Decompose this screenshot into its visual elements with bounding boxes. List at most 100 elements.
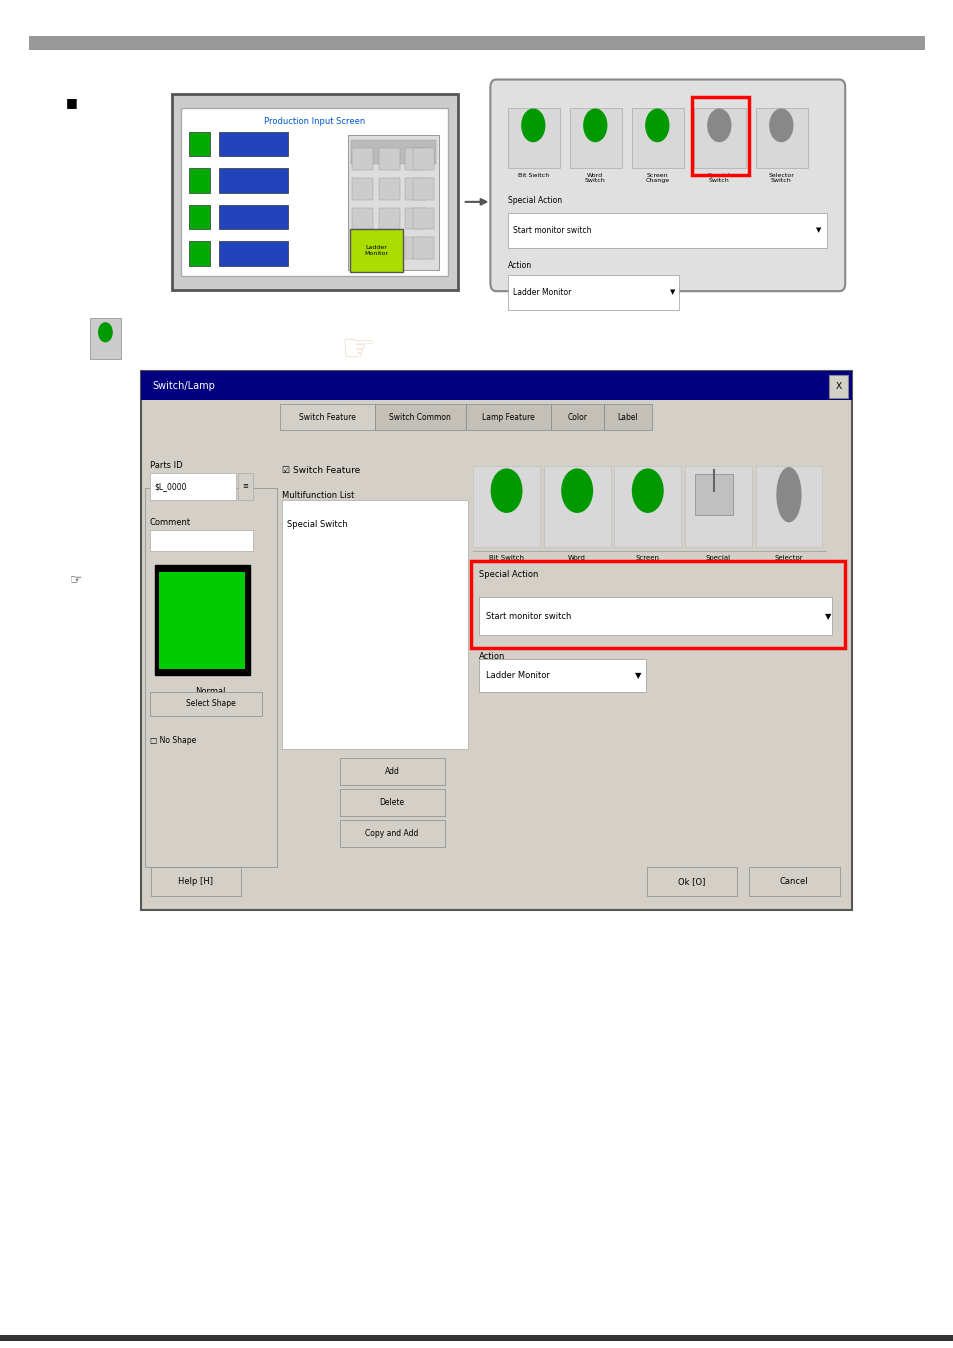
Bar <box>352 178 373 200</box>
Bar <box>507 108 559 168</box>
Circle shape <box>769 109 792 142</box>
Bar <box>181 108 448 276</box>
Text: Switch/Lamp: Switch/Lamp <box>152 380 215 391</box>
Bar <box>339 789 444 816</box>
Circle shape <box>645 109 668 142</box>
Bar <box>543 466 610 547</box>
Bar <box>219 241 288 266</box>
Text: Action: Action <box>507 260 531 270</box>
Bar <box>507 275 679 310</box>
Bar <box>141 371 851 910</box>
Bar <box>145 488 276 867</box>
Text: Cancel: Cancel <box>779 878 807 886</box>
Bar <box>339 820 444 847</box>
Text: Screen
Change: Screen Change <box>644 173 669 182</box>
Bar <box>219 205 288 229</box>
Text: ▼: ▼ <box>635 671 640 679</box>
Bar <box>150 692 262 716</box>
Circle shape <box>491 469 521 512</box>
Text: Color: Color <box>567 412 587 422</box>
Bar <box>569 108 621 168</box>
Bar <box>159 572 245 669</box>
Bar <box>141 371 851 400</box>
Bar <box>378 178 399 200</box>
Bar <box>0 1335 953 1341</box>
Circle shape <box>521 109 544 142</box>
Text: Ladder
Monitor: Ladder Monitor <box>363 245 388 256</box>
Bar <box>172 94 457 290</box>
Bar <box>279 404 375 430</box>
Bar <box>219 168 288 193</box>
Text: Add: Add <box>384 767 399 775</box>
Bar <box>351 140 436 164</box>
Text: Special
Switch: Special Switch <box>705 555 730 568</box>
Bar <box>150 530 253 551</box>
Bar <box>478 659 645 692</box>
Bar <box>413 237 434 259</box>
Bar <box>755 466 821 547</box>
Bar <box>375 404 465 430</box>
Text: Ladder Monitor: Ladder Monitor <box>485 671 549 679</box>
Text: ▼: ▼ <box>669 290 675 295</box>
Bar <box>405 178 426 200</box>
Bar <box>219 132 288 156</box>
Text: ▼: ▼ <box>824 612 830 620</box>
Text: □ No Shape: □ No Shape <box>150 736 195 744</box>
Bar <box>413 208 434 229</box>
FancyBboxPatch shape <box>490 80 844 291</box>
Bar <box>551 404 603 430</box>
Text: Production Input Screen: Production Input Screen <box>264 117 365 125</box>
Bar <box>684 466 751 547</box>
Text: Special Switch: Special Switch <box>287 520 348 528</box>
Bar <box>378 208 399 229</box>
Bar <box>631 108 683 168</box>
Text: Help [H]: Help [H] <box>178 878 213 886</box>
Bar <box>352 208 373 229</box>
Bar <box>693 108 745 168</box>
Bar <box>189 241 210 266</box>
Text: ☞: ☞ <box>70 573 83 586</box>
Text: Label: Label <box>617 412 638 422</box>
Bar <box>755 108 807 168</box>
Text: Selector
Switch: Selector Switch <box>767 173 794 182</box>
Bar <box>348 135 438 270</box>
Bar <box>465 404 551 430</box>
Bar <box>691 97 748 175</box>
Text: Switch Feature: Switch Feature <box>298 412 355 422</box>
Text: Word
Switch: Word Switch <box>565 555 588 568</box>
Text: Word
Switch: Word Switch <box>584 173 605 182</box>
Bar <box>378 148 399 170</box>
Text: Select Shape: Select Shape <box>186 700 235 708</box>
Bar <box>603 404 651 430</box>
Text: $L_0000: $L_0000 <box>154 483 187 491</box>
Text: Normal: Normal <box>195 687 226 696</box>
Bar <box>151 867 241 896</box>
Text: Parts ID: Parts ID <box>150 461 182 470</box>
Text: Special Action: Special Action <box>478 570 537 578</box>
Text: Switch Common: Switch Common <box>389 412 451 422</box>
Circle shape <box>99 322 112 342</box>
Text: Selector
Switch: Selector Switch <box>774 555 802 568</box>
Text: Comment: Comment <box>150 518 191 527</box>
Bar <box>29 36 924 50</box>
Bar <box>189 168 210 193</box>
Text: Screen
Change: Screen Change <box>634 555 660 568</box>
Bar <box>350 229 402 272</box>
Text: Copy and Add: Copy and Add <box>365 829 418 837</box>
Text: ☑ Switch Feature: ☑ Switch Feature <box>282 466 360 474</box>
Bar <box>339 758 444 785</box>
Text: Special Action: Special Action <box>507 195 561 205</box>
Bar <box>614 466 680 547</box>
Text: Multifunction List: Multifunction List <box>282 491 355 500</box>
Bar <box>748 867 839 896</box>
Bar <box>471 561 844 648</box>
Bar <box>90 318 121 359</box>
Ellipse shape <box>776 468 800 522</box>
Text: ■: ■ <box>66 96 77 109</box>
Bar <box>828 375 847 398</box>
Bar <box>478 597 831 635</box>
Text: Delete: Delete <box>379 798 404 806</box>
Bar <box>352 148 373 170</box>
Text: Special
Switch: Special Switch <box>707 173 730 182</box>
Bar <box>413 178 434 200</box>
